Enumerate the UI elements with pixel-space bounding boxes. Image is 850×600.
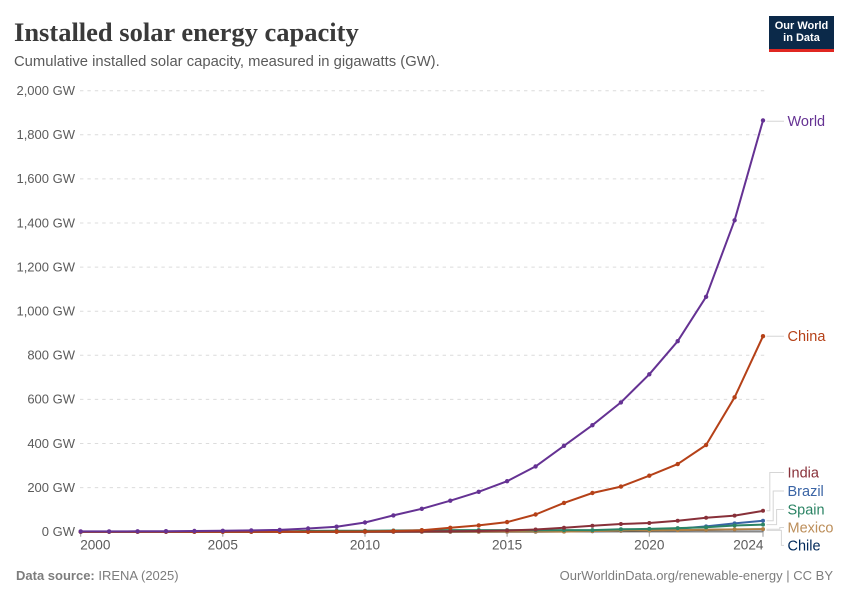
svg-text:1,400 GW: 1,400 GW [16,215,75,230]
svg-text:2015: 2015 [492,538,522,553]
svg-text:Brazil: Brazil [788,484,824,500]
svg-text:China: China [788,329,827,345]
svg-text:1,200 GW: 1,200 GW [16,259,75,274]
svg-text:2005: 2005 [208,538,238,553]
svg-text:World: World [788,114,826,130]
svg-text:Chile: Chile [788,538,821,554]
svg-text:2,000 GW: 2,000 GW [16,83,75,98]
svg-text:India: India [788,466,820,482]
svg-text:2010: 2010 [350,538,381,553]
svg-text:0 GW: 0 GW [42,524,76,539]
svg-text:1,600 GW: 1,600 GW [16,171,75,186]
svg-text:2024: 2024 [733,538,764,553]
svg-text:Mexico: Mexico [788,521,834,537]
svg-text:600 GW: 600 GW [27,392,75,407]
svg-text:800 GW: 800 GW [27,348,75,363]
svg-text:Spain: Spain [788,503,825,519]
svg-text:200 GW: 200 GW [27,480,75,495]
svg-text:1,800 GW: 1,800 GW [16,127,75,142]
svg-text:2000: 2000 [80,538,111,553]
svg-text:1,000 GW: 1,000 GW [16,304,75,319]
svg-text:400 GW: 400 GW [27,436,75,451]
svg-text:2020: 2020 [634,538,665,553]
